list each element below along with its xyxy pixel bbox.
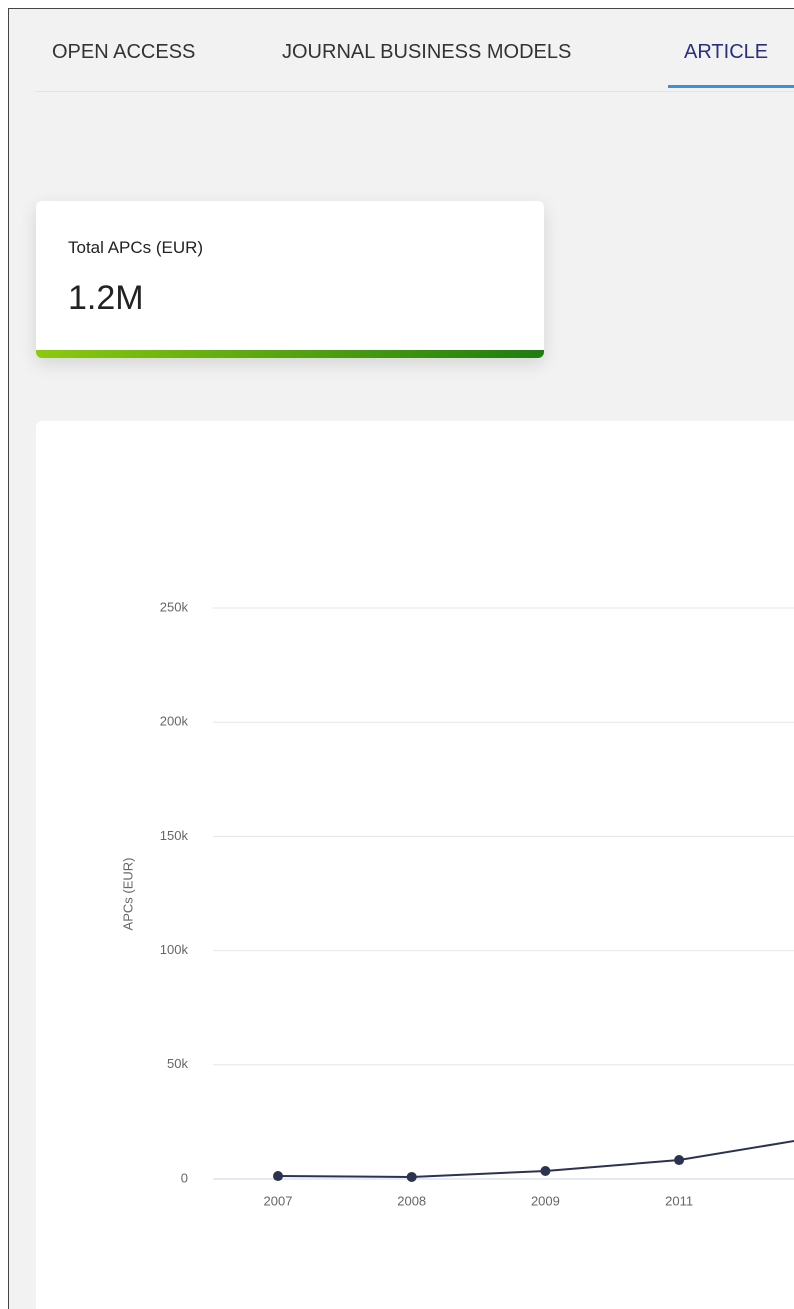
x-tick-label: 2011 <box>665 1193 693 1208</box>
x-tick-label: 2007 <box>264 1193 293 1208</box>
line <box>277 1139 794 1178</box>
y-tick-label: 50k <box>167 1056 188 1071</box>
chart-card: 0 50k 100k 150k 200k 250k APCs (EUR) 2007 2008 20… <box>36 421 794 1309</box>
x-tick-label: 2009 <box>531 1193 560 1208</box>
y-tick-label: 200k <box>160 714 189 729</box>
tab-underline <box>668 85 794 88</box>
x-tick-label: 2008 <box>397 1193 426 1208</box>
chart: 0 50k 100k 150k 200k 250k APCs (EUR) 2007 2008 20… <box>120 599 794 1208</box>
point <box>273 1171 283 1182</box>
y-axis-title: APCs (EUR) <box>120 858 135 931</box>
y-tick-label: 100k <box>160 942 189 957</box>
card-accent <box>36 350 544 358</box>
point <box>540 1166 551 1177</box>
y-tick-label: 0 <box>181 1170 188 1185</box>
tab[interactable]: OPEN ACCESS <box>52 41 196 63</box>
app-frame: OPEN ACCESS JOURNAL BUSINESS MODELS ARTI… <box>8 8 794 1309</box>
card-value: 1.2M <box>68 279 144 317</box>
summary-card: Total APCs (EUR) 1.2M <box>36 201 544 358</box>
plot: 0 50k 100k 150k 200k 250k APCs (EUR) 2007 2008 20… <box>120 599 794 1208</box>
y-tick-label: 150k <box>160 828 189 843</box>
tab-active[interactable]: ARTICLE <box>684 41 769 63</box>
point <box>406 1171 417 1182</box>
card-label: Total APCs (EUR) <box>68 238 204 257</box>
tab[interactable]: JOURNAL BUSINESS MODELS <box>282 41 572 63</box>
tab-divider <box>35 91 794 92</box>
point <box>674 1155 685 1166</box>
y-tick-label: 250k <box>160 599 189 614</box>
